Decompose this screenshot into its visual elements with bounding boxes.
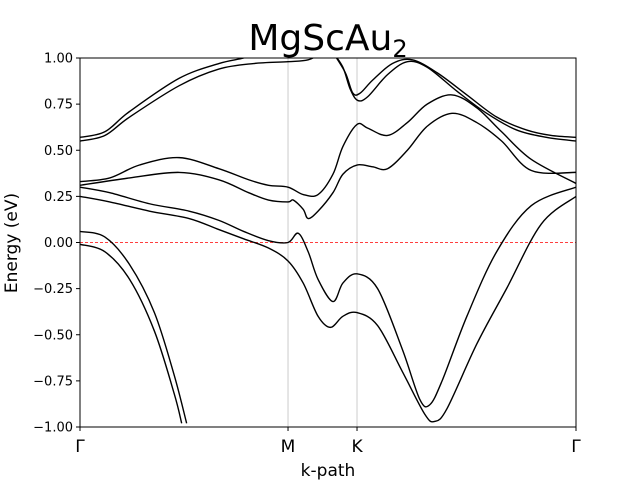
- y-tick-label: 0.50: [44, 144, 73, 159]
- band-line: [336, 58, 576, 142]
- band-line: [80, 58, 315, 142]
- y-tick-label: 0.75: [44, 98, 73, 113]
- chart-title: MgScAu2: [248, 18, 407, 63]
- band-line: [80, 94, 576, 198]
- chart-title-main: MgScAu: [248, 18, 392, 59]
- x-tick-label: M: [281, 437, 296, 457]
- y-axis-label: Energy (eV): [2, 193, 22, 293]
- y-tick-label: −1.00: [33, 421, 73, 436]
- x-tick-label: Γ: [75, 437, 85, 457]
- x-tick-label: Γ: [571, 437, 581, 457]
- y-tick-label: 0.00: [44, 236, 73, 251]
- y-tick-label: −0.50: [33, 328, 73, 343]
- chart-title-subscript: 2: [392, 35, 407, 63]
- y-tick-label: 1.00: [44, 52, 73, 67]
- band-line: [80, 186, 576, 408]
- band-line: [80, 243, 183, 424]
- band-line: [80, 58, 247, 139]
- bands-layer: [80, 58, 576, 424]
- band-line: [80, 230, 188, 424]
- x-tick-label: K: [351, 437, 363, 457]
- band-line: [80, 112, 576, 220]
- y-tick-label: −0.75: [33, 374, 73, 389]
- band-line: [80, 195, 576, 423]
- y-tick-label: 0.25: [44, 190, 73, 205]
- band-line: [335, 58, 576, 139]
- x-axis-label: k-path: [301, 461, 356, 480]
- y-tick-label: −0.25: [33, 282, 73, 297]
- y-axis-ticks: −1.00 −0.75 −0.50 −0.25 0.00 0.25 0.50 0.75 1.00: [33, 52, 80, 436]
